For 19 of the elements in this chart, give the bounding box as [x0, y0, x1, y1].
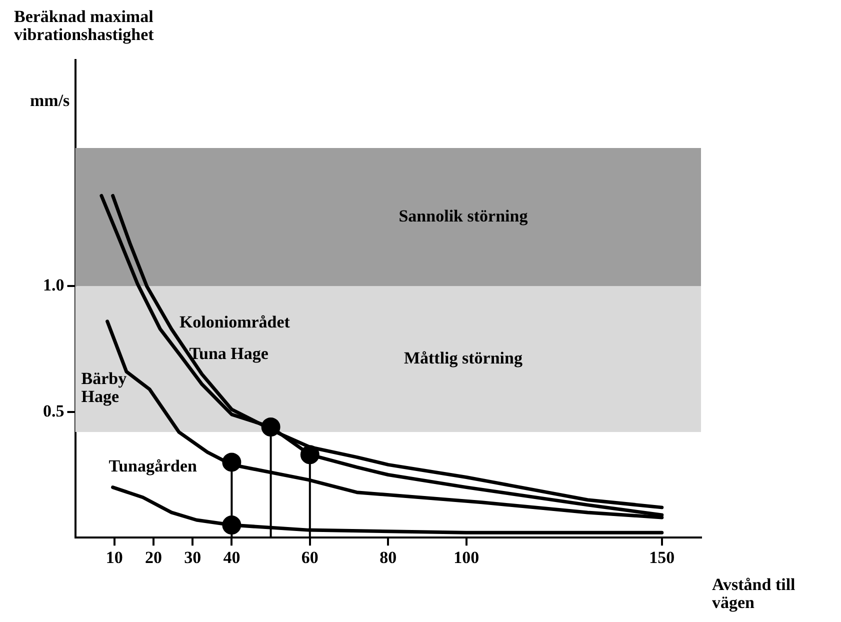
x-tick-label: 60: [301, 548, 318, 568]
y-axis-title: Beräknad maximal vibrationshastighet: [14, 7, 155, 44]
x-tick-label: 150: [649, 548, 675, 568]
series-label: Koloniområdet: [179, 312, 290, 332]
series-label: Tuna Hage: [189, 344, 269, 364]
y-tick-label: 0.5: [43, 401, 64, 420]
x-tick-label: 30: [184, 548, 202, 568]
y-tick-label: 1.0: [43, 276, 64, 295]
x-axis-title: Avstånd till vägen: [712, 575, 796, 612]
x-tick-label: 100: [454, 548, 480, 568]
band-label: Måttlig störning: [404, 348, 523, 368]
x-tick-label: 10: [106, 548, 123, 568]
band-label: Sannolik störning: [398, 206, 528, 226]
x-tick-label: 40: [223, 548, 240, 568]
text: mm/s: [30, 91, 70, 110]
x-tick-label: 80: [380, 548, 397, 568]
x-tick-label: 20: [144, 548, 162, 568]
series-label: Bärby Hage: [81, 369, 128, 406]
series-label: Tunagården: [108, 456, 198, 476]
